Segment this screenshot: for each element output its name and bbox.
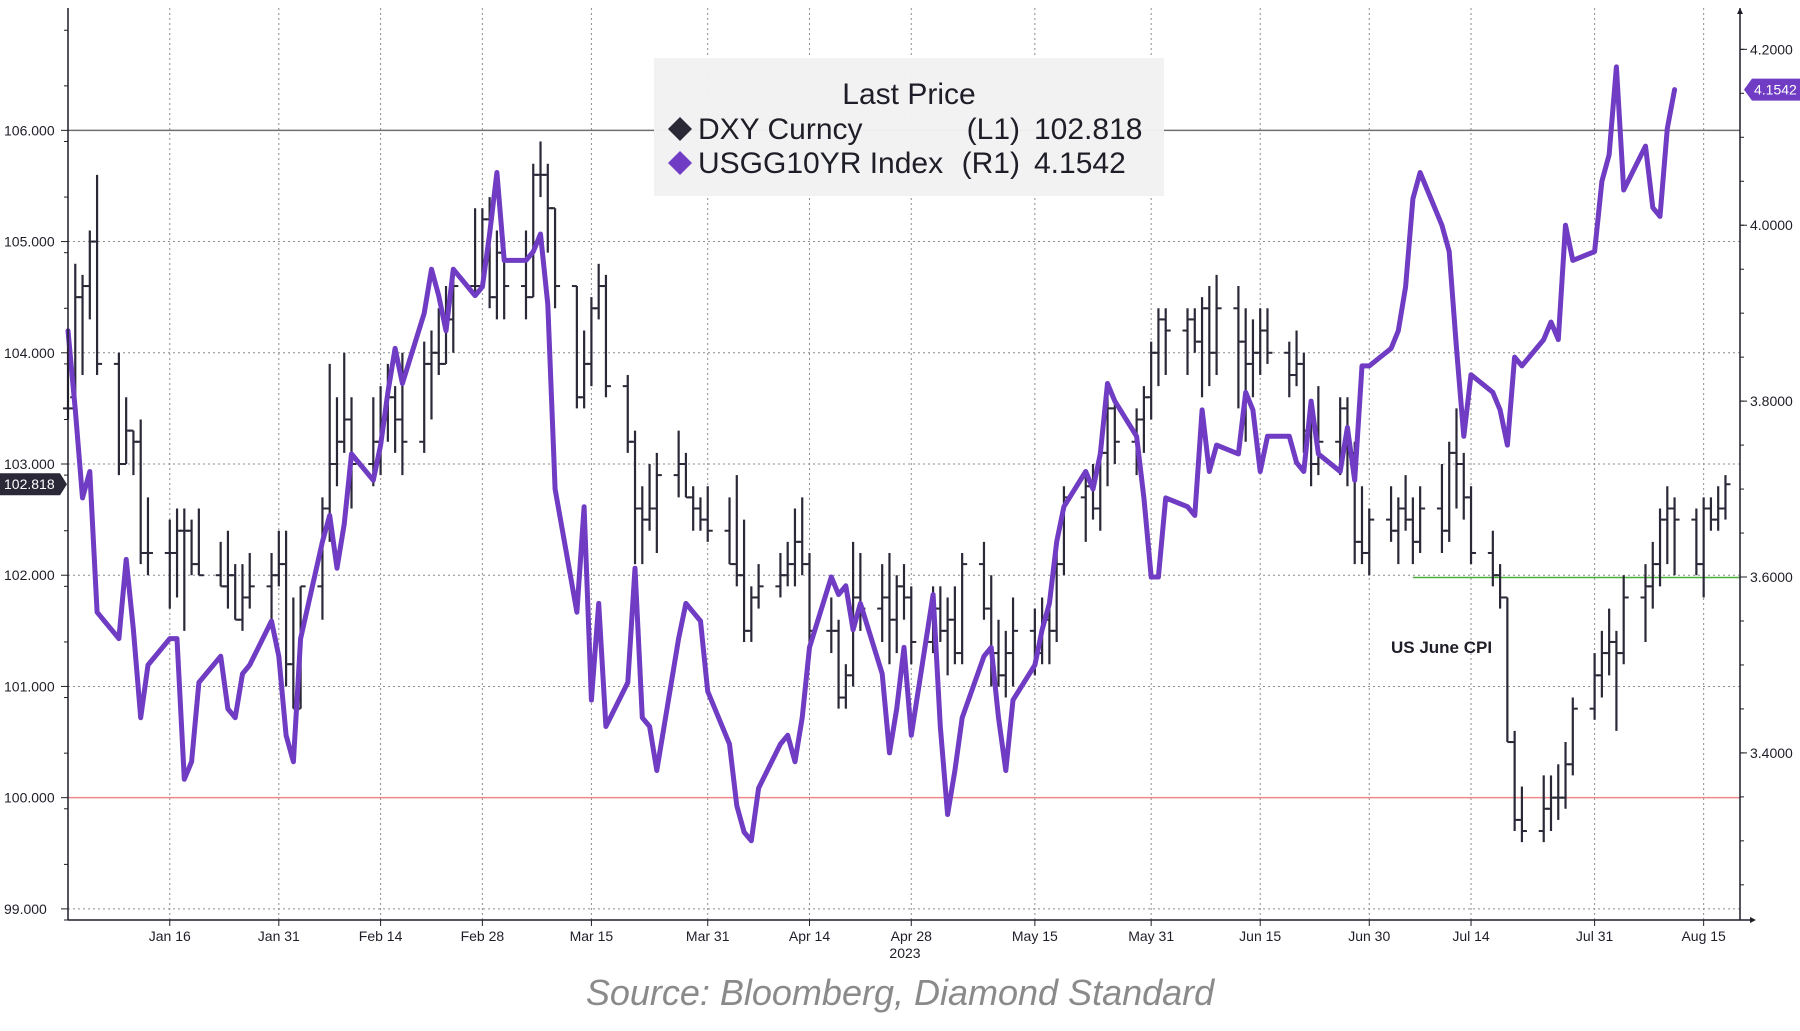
right-last-value-label: 4.1542 (1754, 82, 1797, 98)
ohlc-bar (1008, 597, 1019, 687)
legend-title: Last Price (842, 78, 975, 111)
legend-box (654, 58, 1164, 196)
legend-axis-label: (L1) (967, 113, 1020, 146)
ohlc-bar (1466, 486, 1477, 565)
left-tick-label: 100.000 (4, 790, 55, 806)
left-tick-label: 102.000 (4, 567, 55, 583)
ohlc-bar (193, 508, 204, 577)
ohlc-bar (651, 452, 662, 553)
legend-diamond-icon (668, 117, 692, 141)
ohlc-bar (1415, 486, 1426, 553)
x-tick-label: Apr 28 (891, 928, 932, 944)
ohlc-bar (1516, 786, 1527, 843)
left-tick-label: 105.000 (4, 234, 55, 250)
right-axis-arrow (1737, 8, 1743, 14)
x-tick-label: Feb 14 (359, 928, 403, 944)
left-tick-label: 103.000 (4, 456, 55, 472)
right-tick-label: 3.6000 (1750, 569, 1793, 585)
left-last-value-label: 102.818 (4, 476, 55, 492)
left-tick-label: 99.000 (4, 901, 47, 917)
ohlc-bar (244, 552, 255, 609)
legend-series-name: DXY Curncy (698, 113, 863, 146)
right-tick-label: 3.4000 (1750, 745, 1793, 761)
x-tick-label: Mar 31 (686, 928, 730, 944)
x-tick-label: Jul 31 (1576, 928, 1614, 944)
legend-series-name: USGG10YR Index (698, 147, 943, 180)
ohlc-bar (1109, 397, 1120, 464)
ohlc-bar (906, 586, 917, 665)
right-tick-label: 3.8000 (1750, 393, 1793, 409)
right-tick-label: 4.2000 (1750, 41, 1793, 57)
yield-line (65, 64, 1678, 844)
legend-value: 4.1542 (1034, 147, 1126, 180)
x-tick-label: Aug 15 (1681, 928, 1726, 944)
ohlc-bar (1364, 508, 1375, 576)
left-tick-label: 106.000 (4, 122, 55, 138)
yield-line-series (65, 64, 1678, 844)
x-tick-label: Feb 28 (461, 928, 505, 944)
x-tick-label: Jan 31 (258, 928, 300, 944)
left-tick-label: 104.000 (4, 345, 55, 361)
x-tick-label: Apr 14 (789, 928, 830, 944)
ohlc-bar (1618, 575, 1629, 665)
x-tick-label: Jan 16 (149, 928, 191, 944)
ohlc-bar (142, 497, 153, 576)
left-tick-label: 101.000 (4, 678, 55, 694)
axes: Jan 16 Jan 31 Feb 14 Feb 28 Mar 15 Mar 31 Apr … (0, 8, 1800, 961)
ohlc-bar (1720, 475, 1731, 520)
source-caption: Source: Bloomberg, Diamond Standard (586, 972, 1215, 1013)
legend-value: 102.818 (1034, 113, 1142, 146)
ohlc-bar (550, 207, 561, 309)
x-tick-label: Mar 15 (570, 928, 614, 944)
x-year-label: 2023 (889, 945, 920, 961)
legend-diamond-icon (668, 151, 692, 175)
annotation-label: US June CPI (1391, 638, 1492, 657)
x-tick-label: May 31 (1128, 928, 1174, 944)
ohlc-bar (600, 274, 611, 398)
legend-axis-label: (R1) (962, 147, 1020, 180)
x-tick-label: May 15 (1012, 928, 1058, 944)
dxy-ohlc-series (63, 141, 1731, 843)
x-tick-label: Jun 15 (1239, 928, 1281, 944)
ohlc-bar (702, 486, 713, 542)
left-last-value-badge (0, 473, 60, 496)
ohlc-bar (753, 564, 764, 609)
ohlc-bar (1211, 274, 1222, 376)
ohlc-bar (1262, 308, 1273, 364)
x-tick-label: Jun 30 (1348, 928, 1390, 944)
ohlc-bar (1160, 308, 1171, 376)
annotations: US June CPI (1391, 638, 1492, 657)
x-axis-arrow (1750, 917, 1756, 923)
ohlc-bar (957, 552, 968, 665)
x-tick-label: Jul 14 (1452, 928, 1490, 944)
ohlc-bar (92, 174, 103, 376)
right-last-value-badge (1744, 78, 1800, 101)
ohlc-bar (1669, 497, 1680, 576)
ohlc-bar (1567, 697, 1578, 776)
left-last-value-pointer (60, 473, 67, 496)
right-tick-label: 4.0000 (1750, 217, 1793, 233)
